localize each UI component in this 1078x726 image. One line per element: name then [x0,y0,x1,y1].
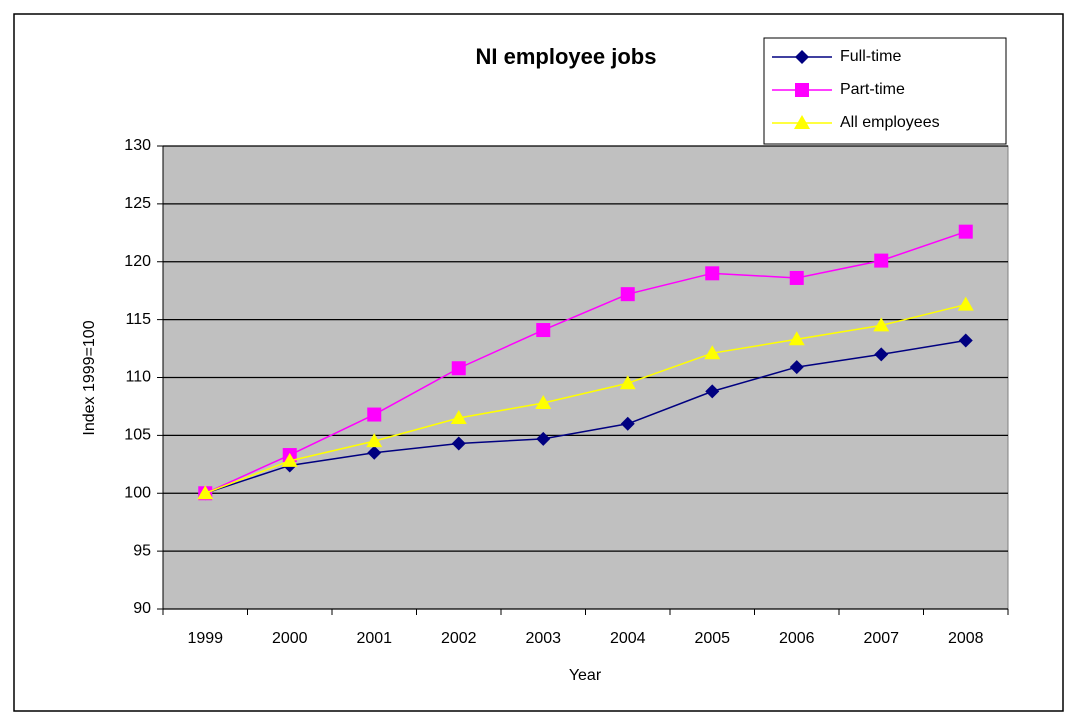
series-line [204,303,966,494]
marker [957,296,974,311]
marker [536,323,551,338]
marker [789,270,804,285]
marker [535,394,552,409]
series-line [204,230,966,494]
x-tick-label: 2000 [272,630,308,647]
x-tick-label: 2002 [441,630,477,647]
x-tick-label: 2005 [694,630,730,647]
marker [795,50,809,64]
y-tick-label: 125 [124,195,151,212]
marker [281,452,298,467]
legend-label: Full-time [840,48,901,65]
x-tick-label: 2003 [525,630,561,647]
y-tick-label: 115 [125,311,151,328]
marker [874,253,889,268]
marker [536,431,551,446]
marker [958,333,973,348]
marker [874,347,889,362]
x-tick-label: 2007 [863,630,899,647]
chart-title: NI employee jobs [476,44,657,69]
y-axis-title: Index 1999=100 [81,320,98,435]
x-tick-label: 2004 [610,630,646,647]
y-tick-label: 120 [124,253,151,270]
marker [705,266,720,281]
y-tick-label: 110 [125,369,151,386]
marker [450,410,467,425]
marker [705,384,720,399]
marker [367,407,382,422]
x-tick-label: 2008 [948,630,984,647]
y-tick-label: 90 [133,600,151,617]
marker [620,287,635,302]
marker [958,224,973,239]
x-tick-label: 2006 [779,630,815,647]
y-tick-label: 105 [124,427,151,444]
x-tick-label: 2001 [356,630,392,647]
marker [704,345,721,360]
x-axis-title: Year [569,667,602,684]
y-tick-label: 130 [124,137,151,154]
x-tick-label: 1999 [187,630,223,647]
marker [788,331,805,346]
y-tick-label: 95 [133,542,151,559]
marker [794,115,810,129]
y-tick-label: 100 [124,484,151,501]
series-line [205,339,966,494]
marker [619,375,636,390]
marker [620,416,635,431]
legend-label: All employees [840,114,940,131]
marker [366,433,383,448]
marker [795,83,809,97]
marker [789,360,804,375]
marker [451,436,466,451]
legend-label: Part-time [840,81,905,98]
marker [197,485,214,500]
marker [367,445,382,460]
marker [451,361,466,376]
marker [873,317,890,332]
